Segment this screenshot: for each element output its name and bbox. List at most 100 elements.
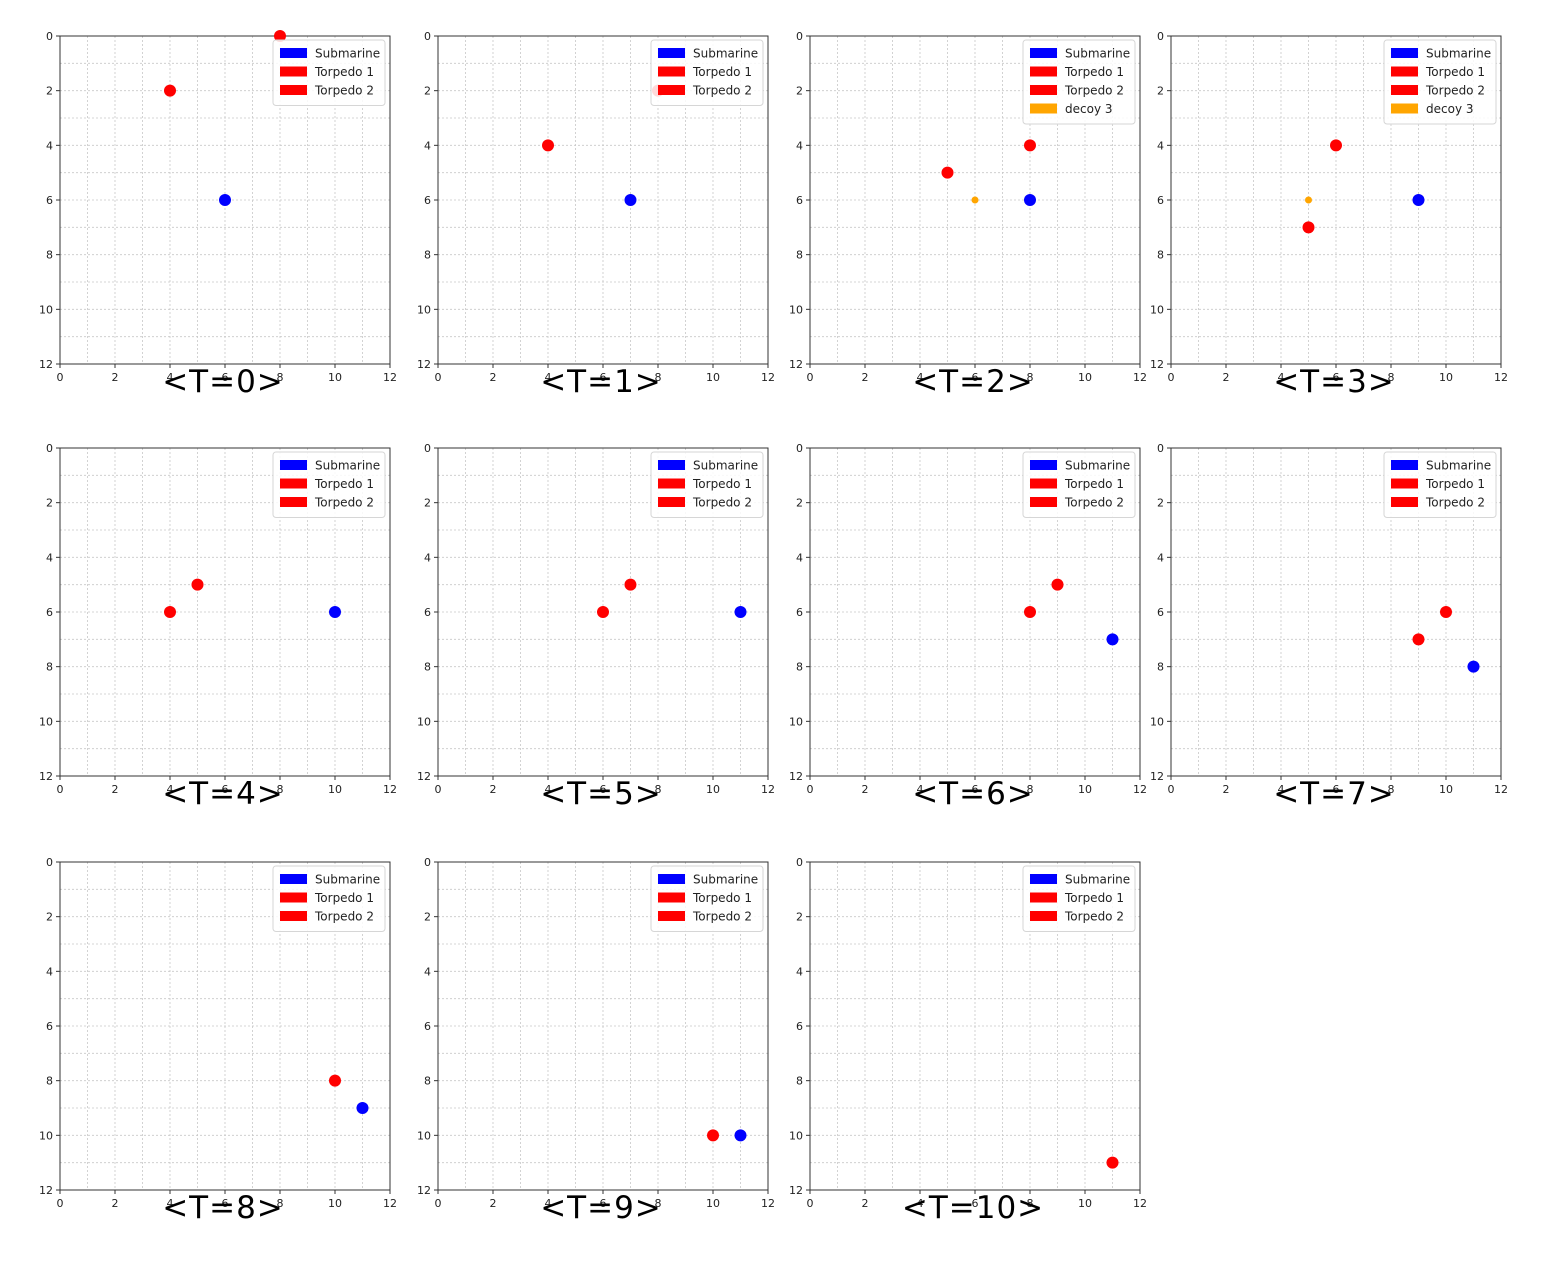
- x-tick-label: 0: [807, 371, 814, 384]
- y-tick-label: 2: [796, 911, 803, 924]
- x-tick-label: 2: [862, 371, 869, 384]
- x-tick-label: 8: [1027, 1197, 1034, 1210]
- point-torpedo-1: [1412, 633, 1425, 646]
- x-tick-label: 10: [328, 1197, 342, 1210]
- legend-swatch: [280, 48, 307, 58]
- legend-label: Torpedo 2: [314, 496, 374, 510]
- y-tick-label: 4: [424, 139, 431, 152]
- legend-swatch: [1030, 460, 1057, 470]
- x-tick-label: 6: [972, 783, 979, 796]
- x-tick-label: 12: [761, 371, 775, 384]
- legend-swatch: [1030, 874, 1057, 884]
- legend-swatch: [1391, 48, 1418, 58]
- legend-box: [1383, 39, 1497, 125]
- y-tick-label: 0: [424, 30, 431, 43]
- y-tick-label: 2: [1157, 85, 1164, 98]
- chart-panel: 0 2 4 6 8 10 12 0 2 4 6 8 10 12 Submarine Torpedo 1 Torp…: [778, 420, 1168, 834]
- legend-swatch: [658, 66, 685, 77]
- y-tick-label: 0: [46, 30, 53, 43]
- legend: Submarine Torpedo 1 Torpedo 2: [1022, 865, 1136, 932]
- legend-swatch: [658, 48, 685, 58]
- y-tick-label: 12: [789, 770, 803, 783]
- legend-label: Torpedo 1: [314, 65, 374, 79]
- y-tick-label: 12: [417, 1184, 431, 1197]
- legend: Submarine Torpedo 1 Torpedo 2: [650, 39, 764, 106]
- legend-label: Torpedo 1: [1425, 65, 1485, 79]
- x-tick-label: 8: [277, 371, 284, 384]
- y-tick-label: 12: [417, 770, 431, 783]
- x-tick-label: 4: [545, 371, 552, 384]
- x-tick-label: 6: [600, 1197, 607, 1210]
- point-submarine: [1412, 194, 1425, 206]
- y-tick-label: 8: [424, 661, 431, 674]
- x-tick-label: 12: [1494, 371, 1508, 384]
- x-tick-label: 8: [655, 783, 662, 796]
- y-tick-label: 4: [1157, 551, 1164, 564]
- y-tick-label: 6: [46, 1020, 53, 1033]
- chart-panel: 0 2 4 6 8 10 12 0 2 4 6 8 10 12 Submarine Torpedo 1 Torp…: [28, 834, 418, 1248]
- panel-caption: <T=5>: [540, 776, 662, 812]
- y-tick-label: 6: [424, 1020, 431, 1033]
- legend-label: Torpedo 2: [314, 84, 374, 98]
- x-tick-label: 4: [167, 1197, 174, 1210]
- x-tick-label: 12: [383, 371, 397, 384]
- plot-svg: 0 2 4 6 8 10 12 0 2 4 6 8 10 12 Submarine Torpedo 1 Torp…: [789, 30, 1147, 384]
- x-tick-label: 8: [277, 783, 284, 796]
- x-tick-label: 2: [1223, 783, 1230, 796]
- point-submarine: [329, 606, 341, 618]
- point-torpedo-2: [1024, 139, 1036, 152]
- chart-panel: 0 2 4 6 8 10 12 0 2 4 6 8 10 12 Submarine Torpedo 1 Torp…: [778, 8, 1168, 422]
- chart-panel: 0 2 4 6 8 10 12 0 2 4 6 8 10 12 Submarine Torpedo 1 Torp…: [406, 420, 796, 834]
- legend-swatch: [1391, 460, 1418, 470]
- x-tick-label: 2: [112, 371, 119, 384]
- legend-label: Torpedo 1: [314, 891, 374, 905]
- plot-svg: 0 2 4 6 8 10 12 0 2 4 6 8 10 12 Submarine Torpedo 1 Torp…: [1150, 442, 1508, 796]
- x-tick-label: 12: [761, 1197, 775, 1210]
- x-tick-label: 8: [1027, 371, 1034, 384]
- x-tick-label: 4: [917, 783, 924, 796]
- legend-label: Submarine: [1426, 459, 1491, 473]
- legend-swatch: [1391, 66, 1418, 77]
- y-tick-label: 6: [424, 194, 431, 207]
- x-tick-label: 4: [545, 1197, 552, 1210]
- y-tick-label: 6: [796, 194, 803, 207]
- legend-swatch: [1030, 478, 1057, 489]
- x-tick-label: 6: [1333, 371, 1340, 384]
- y-tick-label: 10: [39, 303, 53, 316]
- x-tick-label: 4: [167, 371, 174, 384]
- legend-swatch: [1030, 85, 1057, 95]
- point-submarine: [734, 606, 747, 618]
- y-tick-label: 2: [796, 497, 803, 510]
- legend-swatch: [280, 497, 307, 507]
- point-torpedo-1: [1302, 221, 1315, 234]
- legend-label: decoy 3: [1065, 102, 1113, 116]
- point-submarine: [1467, 660, 1480, 673]
- y-tick-label: 2: [424, 497, 431, 510]
- x-tick-label: 10: [1439, 371, 1453, 384]
- point-torpedo-2: [1051, 578, 1064, 591]
- y-tick-label: 6: [46, 194, 53, 207]
- x-tick-label: 4: [1278, 371, 1285, 384]
- legend-swatch: [1391, 103, 1418, 114]
- plot-svg: 0 2 4 6 8 10 12 0 2 4 6 8 10 12 Submarine Torpedo 1 Torp…: [789, 442, 1147, 796]
- x-tick-label: 0: [1168, 783, 1175, 796]
- point-torpedo-1: [329, 1074, 341, 1087]
- point-torpedo-2: [191, 578, 204, 591]
- legend-swatch: [280, 874, 307, 884]
- plot-svg: 0 2 4 6 8 10 12 0 2 4 6 8 10 12 Submarine Torpedo 1 Torp…: [39, 856, 397, 1210]
- legend: Submarine Torpedo 1 Torpedo 2: [272, 451, 386, 518]
- panel-caption: <T=6>: [912, 776, 1034, 812]
- plot-svg: 0 2 4 6 8 10 12 0 2 4 6 8 10 12 Submarine Torpedo 1 Torp…: [789, 856, 1147, 1210]
- y-tick-label: 12: [1150, 358, 1164, 371]
- legend-swatch: [658, 911, 685, 921]
- point-torpedo-1: [707, 1129, 719, 1142]
- x-tick-label: 10: [1078, 1197, 1092, 1210]
- x-tick-label: 6: [972, 371, 979, 384]
- legend-label: Torpedo 1: [692, 65, 752, 79]
- legend-swatch: [658, 478, 685, 489]
- legend-swatch: [280, 911, 307, 921]
- y-tick-label: 12: [789, 358, 803, 371]
- y-tick-label: 4: [46, 139, 53, 152]
- point-torpedo-2: [1330, 139, 1342, 152]
- y-tick-label: 4: [796, 139, 803, 152]
